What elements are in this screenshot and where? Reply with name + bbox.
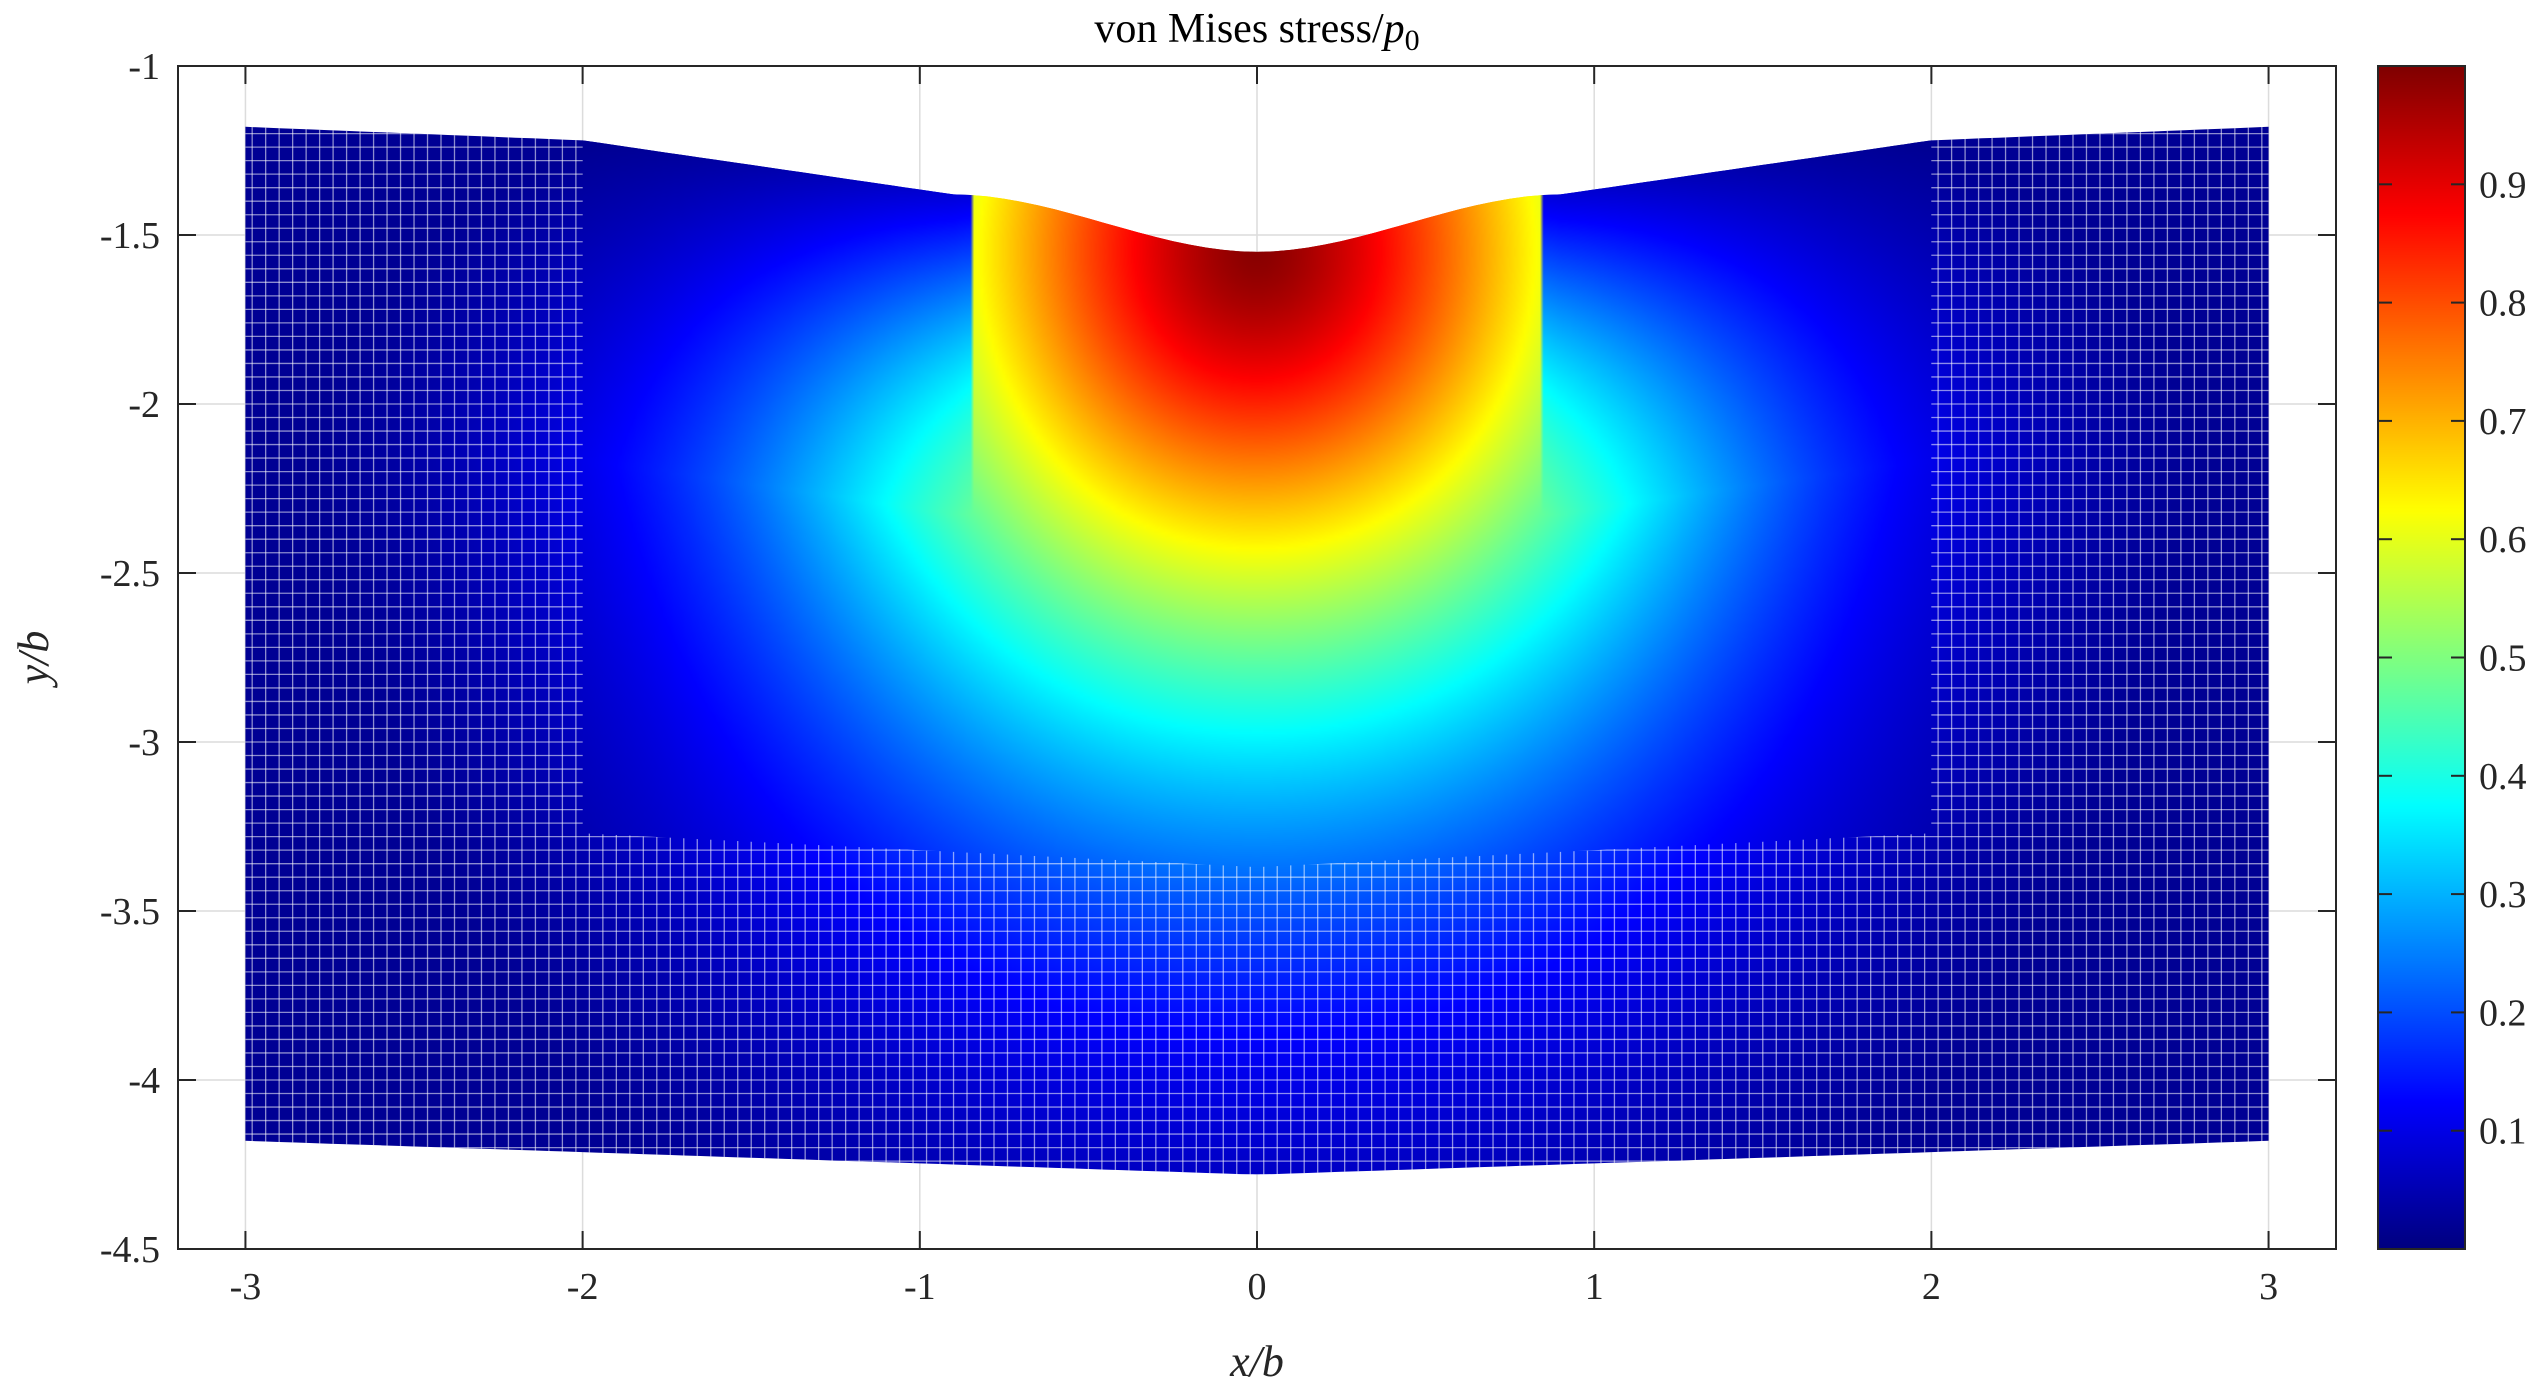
y-tick-label: -3 [128,722,160,764]
x-tick-label: 1 [1585,1266,1604,1308]
x-tick-labels: -3 -2 -1 0 1 2 3 [230,1266,2278,1308]
y-tick-label: -3.5 [100,891,160,933]
chart-title-main: von Mises stress/ [1094,6,1384,52]
y-tick-labels: -1 -1.5 -2 -2.5 -3 -3.5 -4 -4.5 [100,46,160,1271]
y-axis-title: y/b [9,631,58,689]
x-tick-label: 3 [2259,1266,2278,1308]
x-axis-title: x/b [1229,1337,1284,1386]
axis-ticks [178,65,2336,1250]
y-tick-label: -2.5 [100,553,160,595]
colorbar-tick-label: 0.3 [2479,874,2527,916]
x-tick-label: 0 [1248,1266,1267,1308]
colorbar-tick-label: 0.6 [2479,519,2527,561]
colorbar-tick-labels: 0.1 0.2 0.3 0.4 0.5 0.6 0.7 0.8 0.9 [2479,164,2527,1152]
colorbar: 0.1 0.2 0.3 0.4 0.5 0.6 0.7 0.8 0.9 [2377,65,2527,1250]
chart-title: von Mises stress/p0 [1094,6,1419,57]
x-tick-label: -3 [230,1266,262,1308]
y-tick-label: -4.5 [100,1229,160,1271]
colorbar-tick-label: 0.8 [2479,283,2527,325]
colorbar-tick-label: 0.1 [2479,1111,2527,1153]
colorbar-tick-label: 0.4 [2479,756,2527,798]
inner-region-points [582,140,1932,868]
y-tick-label: -2 [128,384,160,426]
colorbar-ticks [2378,183,2465,1132]
colorbar-tick-label: 0.2 [2479,992,2527,1034]
chart-title-sub: 0 [1405,24,1420,57]
colorbar-tick-label: 0.9 [2479,164,2527,206]
y-tick-label: -1.5 [100,215,160,257]
colorbar-tick-label: 0.7 [2479,401,2527,443]
chart-title-var: p [1381,6,1405,52]
x-tick-label: -2 [567,1266,599,1308]
stress-field [245,126,2269,1175]
colorbar-tick-label: 0.5 [2479,638,2527,680]
y-tick-label: -4 [128,1060,160,1102]
x-tick-label: -1 [904,1266,936,1308]
colorbar-fill [2378,66,2465,1249]
x-tick-label: 2 [1922,1266,1941,1308]
y-tick-label: -1 [128,46,160,88]
